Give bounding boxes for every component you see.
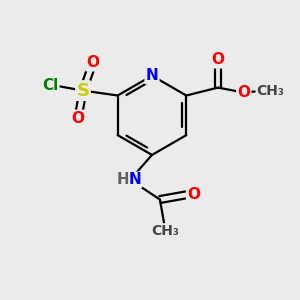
Text: N: N (129, 172, 142, 187)
Text: S: S (76, 82, 89, 100)
Text: O: O (237, 85, 250, 100)
Text: Cl: Cl (42, 78, 58, 93)
Text: H: H (117, 172, 130, 187)
Text: O: O (212, 52, 224, 67)
Text: CH₃: CH₃ (256, 84, 284, 98)
Text: O: O (86, 55, 99, 70)
Text: N: N (146, 68, 158, 83)
Text: O: O (71, 111, 85, 126)
Text: O: O (187, 187, 200, 202)
Text: CH₃: CH₃ (151, 224, 179, 238)
